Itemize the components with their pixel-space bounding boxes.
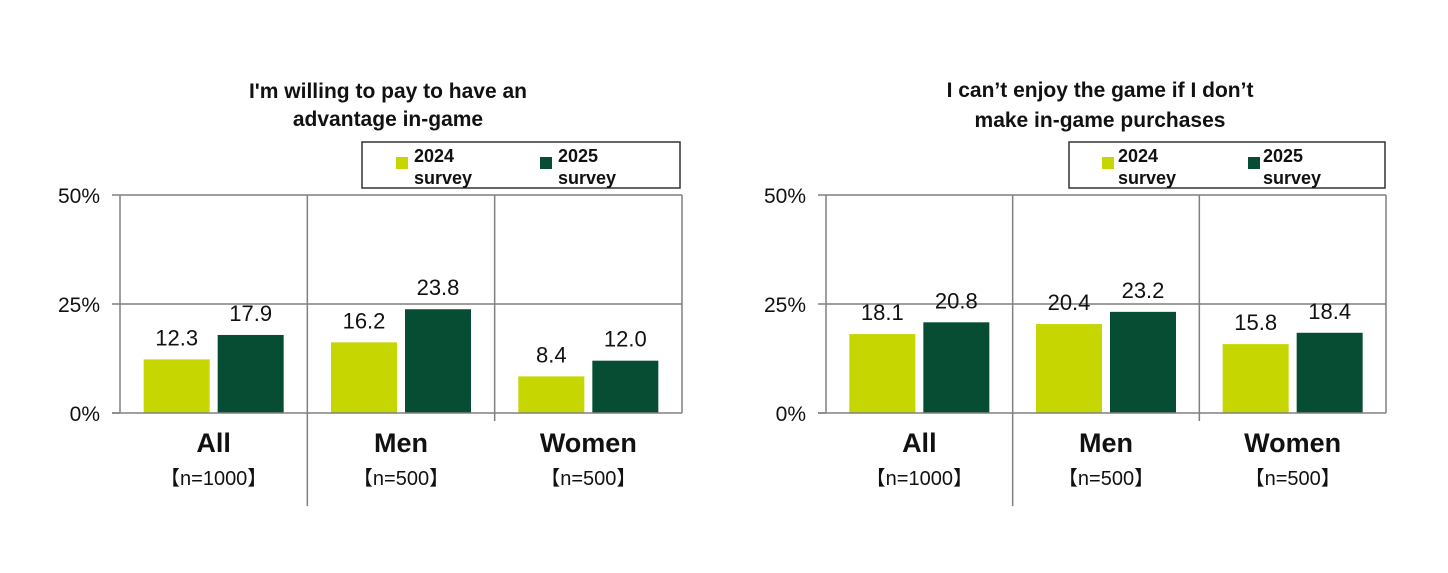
chart-title-line: I'm willing to pay to have an xyxy=(249,80,527,103)
y-tick-label: 50% xyxy=(58,185,100,208)
bar-2024-women xyxy=(1222,344,1289,413)
chart-title-line: I can’t enjoy the game if I don’t xyxy=(947,79,1254,102)
data-label: 18.1 xyxy=(861,300,904,325)
y-tick-label: 25% xyxy=(764,294,806,317)
bar-2025-women xyxy=(1296,332,1363,413)
bar-2025-men xyxy=(1110,311,1176,413)
bar-2025-women xyxy=(592,360,659,413)
legend-label: survey xyxy=(1263,168,1321,188)
legend-swatch xyxy=(1102,157,1114,169)
category-label-all: All xyxy=(902,428,937,458)
legend-label: survey xyxy=(1118,168,1176,188)
chart-title-line: advantage in-game xyxy=(293,108,483,131)
data-label: 12.0 xyxy=(604,327,647,352)
data-label: 17.9 xyxy=(229,301,272,326)
bar-2025-men xyxy=(405,309,471,413)
category-count: 【n=1000】 xyxy=(866,468,973,490)
category-count: 【n=500】 xyxy=(1245,468,1341,490)
category-label-women: Women xyxy=(540,428,637,458)
data-label: 8.4 xyxy=(536,342,567,367)
bar-2024-all xyxy=(143,359,210,413)
legend-label: 2024 xyxy=(414,146,454,166)
category-count: 【n=500】 xyxy=(540,468,636,490)
bar-2025-all xyxy=(217,334,284,413)
data-label: 16.2 xyxy=(343,308,386,333)
y-tick-label: 25% xyxy=(58,294,100,317)
category-count: 【n=1000】 xyxy=(160,468,267,490)
category-label-women: Women xyxy=(1244,428,1341,458)
chart-title-line: make in-game purchases xyxy=(975,109,1226,132)
legend-swatch xyxy=(1248,157,1260,169)
chart-panel-2: I can’t enjoy the game if I don’t make in… xyxy=(764,79,1387,506)
data-label: 23.2 xyxy=(1122,278,1165,303)
legend-swatch xyxy=(540,157,552,169)
legend-box xyxy=(1068,141,1386,189)
category-label-men: Men xyxy=(1079,428,1133,458)
data-label: 20.8 xyxy=(935,288,978,313)
y-tick-label: 0% xyxy=(776,403,806,426)
bar-2024-all xyxy=(849,334,916,413)
data-label: 18.4 xyxy=(1308,299,1351,324)
bar-2024-men xyxy=(331,342,397,413)
legend-label: 2025 xyxy=(1263,146,1303,166)
legend-swatch xyxy=(396,157,408,169)
category-label-men: Men xyxy=(374,428,428,458)
data-label: 12.3 xyxy=(155,325,198,350)
legend-label: 2025 xyxy=(558,146,598,166)
category-label-all: All xyxy=(196,428,231,458)
bar-2024-women xyxy=(518,376,585,413)
data-label: 23.8 xyxy=(417,275,460,300)
y-tick-label: 50% xyxy=(764,185,806,208)
chart-panel-1: I'm willing to pay to have an advantage i… xyxy=(58,80,683,506)
legend-label: survey xyxy=(414,168,472,188)
category-count: 【n=500】 xyxy=(1058,468,1154,490)
data-label: 15.8 xyxy=(1234,310,1277,335)
y-tick-label: 0% xyxy=(70,403,100,426)
legend-box xyxy=(361,141,681,189)
legend-label: survey xyxy=(558,168,616,188)
legend-label: 2024 xyxy=(1118,146,1158,166)
data-label: 20.4 xyxy=(1048,290,1091,315)
bar-2024-men xyxy=(1036,324,1102,413)
category-count: 【n=500】 xyxy=(353,468,449,490)
bar-2025-all xyxy=(923,322,990,413)
